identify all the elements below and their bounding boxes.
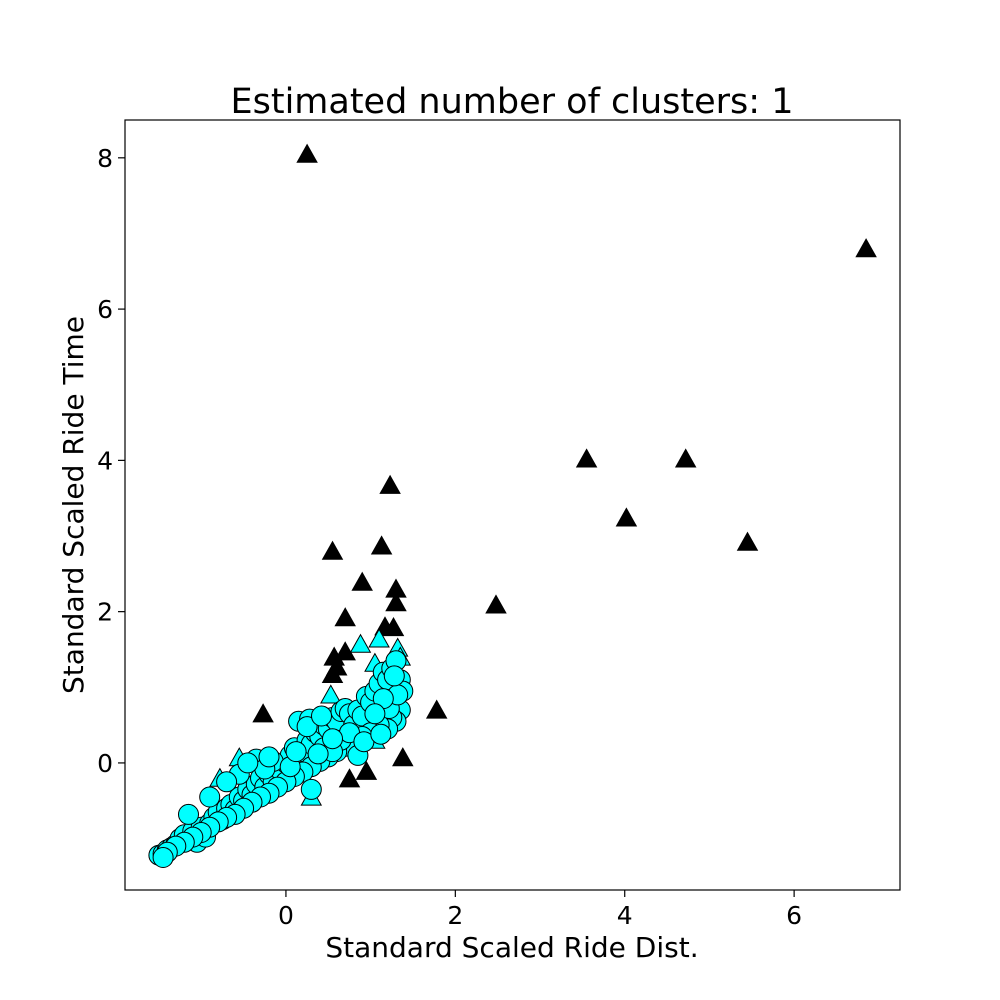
circle-point-s2-115 (258, 746, 280, 768)
circle-point-s2-96 (216, 771, 238, 793)
circle-point-s2-98 (178, 803, 199, 825)
x-tick-label-0: 0 (278, 901, 294, 930)
triangle-point-s0-7 (321, 540, 344, 560)
triangle-point-s0-5 (736, 531, 759, 551)
triangle-point-s0-16 (334, 641, 356, 661)
y-tick-label-6: 6 (97, 295, 113, 324)
y-tick-label-0: 0 (97, 749, 113, 778)
circle-point-s2-119 (383, 665, 405, 687)
triangle-point-s0-1 (855, 238, 877, 258)
triangle-point-s0-10 (351, 571, 373, 591)
circle-point-s2-106 (370, 723, 392, 745)
y-tick-label-2: 2 (97, 598, 113, 627)
triangle-point-s0-12 (385, 592, 407, 612)
x-tick-label-4: 4 (617, 901, 633, 930)
triangle-point-s0-2 (575, 448, 598, 468)
plot-marks (148, 143, 877, 868)
circle-point-s2-116 (285, 741, 307, 763)
circle-point-s2-118 (311, 705, 332, 727)
x-tick-label-6: 6 (786, 901, 802, 930)
triangle-point-s0-23 (355, 760, 378, 780)
x-axis-ticks: 0 2 4 6 (278, 890, 802, 930)
triangle-point-s0-13 (334, 607, 356, 627)
triangle-point-s0-21 (425, 699, 448, 719)
triangle-point-s0-6 (379, 474, 401, 494)
triangle-point-s0-19 (321, 663, 344, 683)
circle-point-s2-89 (152, 847, 174, 868)
triangle-point-s0-0 (296, 143, 318, 163)
circle-point-s2-110 (364, 703, 386, 725)
y-axis-label: Standard Scaled Ride Time (57, 316, 90, 694)
triangle-point-s0-8 (370, 535, 393, 555)
y-tick-label-8: 8 (97, 144, 113, 173)
circle-point-s2-112 (307, 743, 329, 765)
circle-point-s2-97 (199, 786, 221, 808)
triangle-point-s0-3 (674, 448, 697, 468)
triangle-point-s0-20 (252, 703, 274, 723)
triangle-point-s0-9 (485, 594, 507, 614)
plot-frame (124, 119, 901, 891)
triangle-point-s0-4 (615, 507, 638, 527)
circle-point-s2-114 (237, 752, 259, 774)
triangle-point-s1-4 (349, 633, 372, 653)
triangle-point-s0-22 (392, 747, 414, 767)
circle-point-s2-111 (322, 728, 343, 750)
triangle-point-s0-24 (338, 768, 361, 788)
chart-title: Estimated number of clusters: 1 (231, 82, 794, 122)
y-axis-ticks: 0 2 4 6 8 (97, 144, 125, 778)
triangle-point-s0-15 (382, 616, 405, 637)
x-axis-label: Standard Scaled Ride Dist. (325, 931, 698, 964)
circle-point-s2-117 (296, 716, 318, 738)
y-tick-label-4: 4 (97, 446, 113, 475)
circle-point-s2-102 (300, 778, 322, 800)
x-tick-label-2: 2 (447, 901, 463, 930)
triangle-point-s1-3 (320, 684, 342, 704)
triangle-point-s1-5 (368, 628, 390, 648)
